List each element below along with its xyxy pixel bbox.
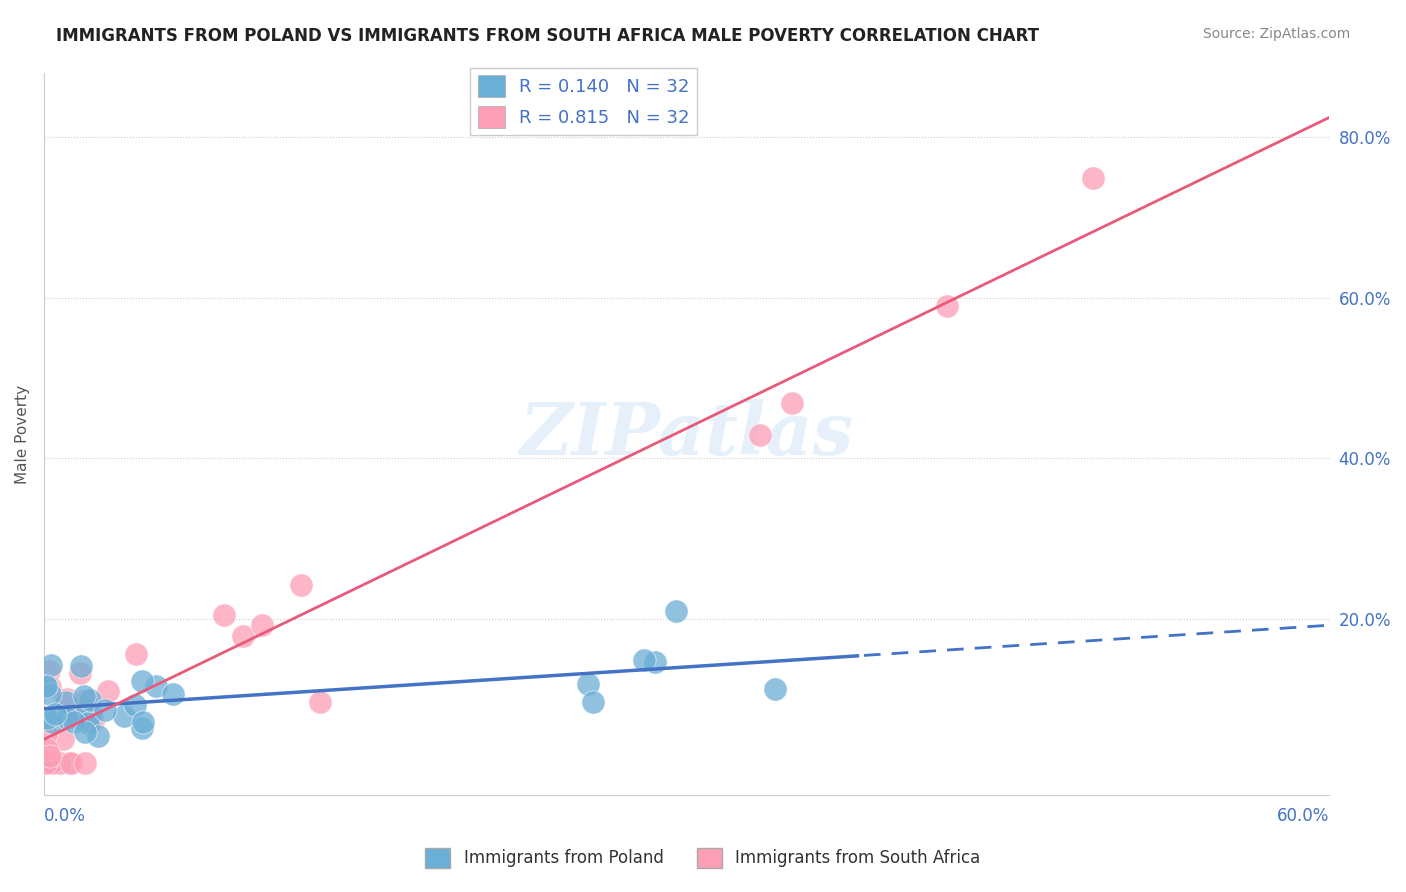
Point — [77, 716, 100, 731]
Point — [80, 707, 103, 722]
Point — [70, 658, 93, 673]
Point — [82, 714, 104, 729]
Point — [75, 692, 97, 706]
Point — [290, 578, 312, 592]
Point — [633, 653, 655, 667]
Point — [35, 727, 58, 741]
Point — [38, 748, 60, 763]
Point — [35, 756, 58, 771]
Point — [212, 607, 235, 622]
Point — [936, 299, 959, 313]
Point — [309, 695, 332, 709]
Point — [65, 707, 87, 722]
Point — [763, 681, 786, 696]
Point — [132, 714, 155, 729]
Point — [39, 657, 62, 672]
Point — [65, 707, 87, 722]
Point — [79, 692, 101, 706]
Point — [39, 680, 62, 694]
Point — [65, 700, 87, 714]
Point — [131, 721, 153, 735]
Point — [58, 756, 80, 771]
Point — [780, 396, 803, 410]
Point — [582, 695, 605, 709]
Point — [576, 677, 599, 691]
Point — [97, 684, 120, 698]
Point — [1083, 170, 1105, 185]
Point — [35, 681, 58, 695]
Legend: R = 0.140   N = 32, R = 0.815   N = 32: R = 0.140 N = 32, R = 0.815 N = 32 — [470, 68, 697, 136]
Point — [112, 708, 135, 723]
Point — [60, 756, 83, 771]
Point — [665, 604, 688, 618]
Point — [62, 708, 84, 723]
Point — [56, 711, 79, 725]
Point — [42, 756, 65, 771]
Point — [48, 756, 70, 771]
Point — [232, 629, 254, 643]
Text: 60.0%: 60.0% — [1277, 806, 1329, 825]
Point — [35, 679, 58, 693]
Point — [55, 695, 77, 709]
Point — [252, 618, 274, 632]
Point — [52, 731, 75, 746]
Point — [41, 715, 63, 730]
Y-axis label: Male Poverty: Male Poverty — [15, 384, 30, 483]
Point — [131, 674, 153, 689]
Point — [35, 742, 58, 756]
Text: 0.0%: 0.0% — [44, 806, 86, 825]
Point — [73, 756, 96, 771]
Point — [125, 647, 148, 661]
Point — [145, 679, 167, 693]
Point — [124, 698, 146, 713]
Legend: Immigrants from Poland, Immigrants from South Africa: Immigrants from Poland, Immigrants from … — [419, 841, 987, 875]
Point — [94, 703, 117, 717]
Point — [35, 711, 58, 725]
Text: ZIPatlas: ZIPatlas — [519, 399, 853, 470]
Point — [44, 706, 66, 721]
Point — [39, 756, 62, 771]
Point — [73, 689, 96, 703]
Text: IMMIGRANTS FROM POLAND VS IMMIGRANTS FROM SOUTH AFRICA MALE POVERTY CORRELATION : IMMIGRANTS FROM POLAND VS IMMIGRANTS FRO… — [56, 27, 1039, 45]
Point — [749, 428, 772, 442]
Point — [86, 729, 108, 743]
Point — [73, 724, 96, 739]
Point — [38, 687, 60, 701]
Point — [69, 666, 91, 681]
Point — [56, 692, 79, 706]
Point — [644, 655, 666, 669]
Point — [162, 687, 184, 701]
Text: Source: ZipAtlas.com: Source: ZipAtlas.com — [1202, 27, 1350, 41]
Point — [80, 714, 103, 729]
Point — [63, 714, 86, 729]
Point — [37, 664, 59, 678]
